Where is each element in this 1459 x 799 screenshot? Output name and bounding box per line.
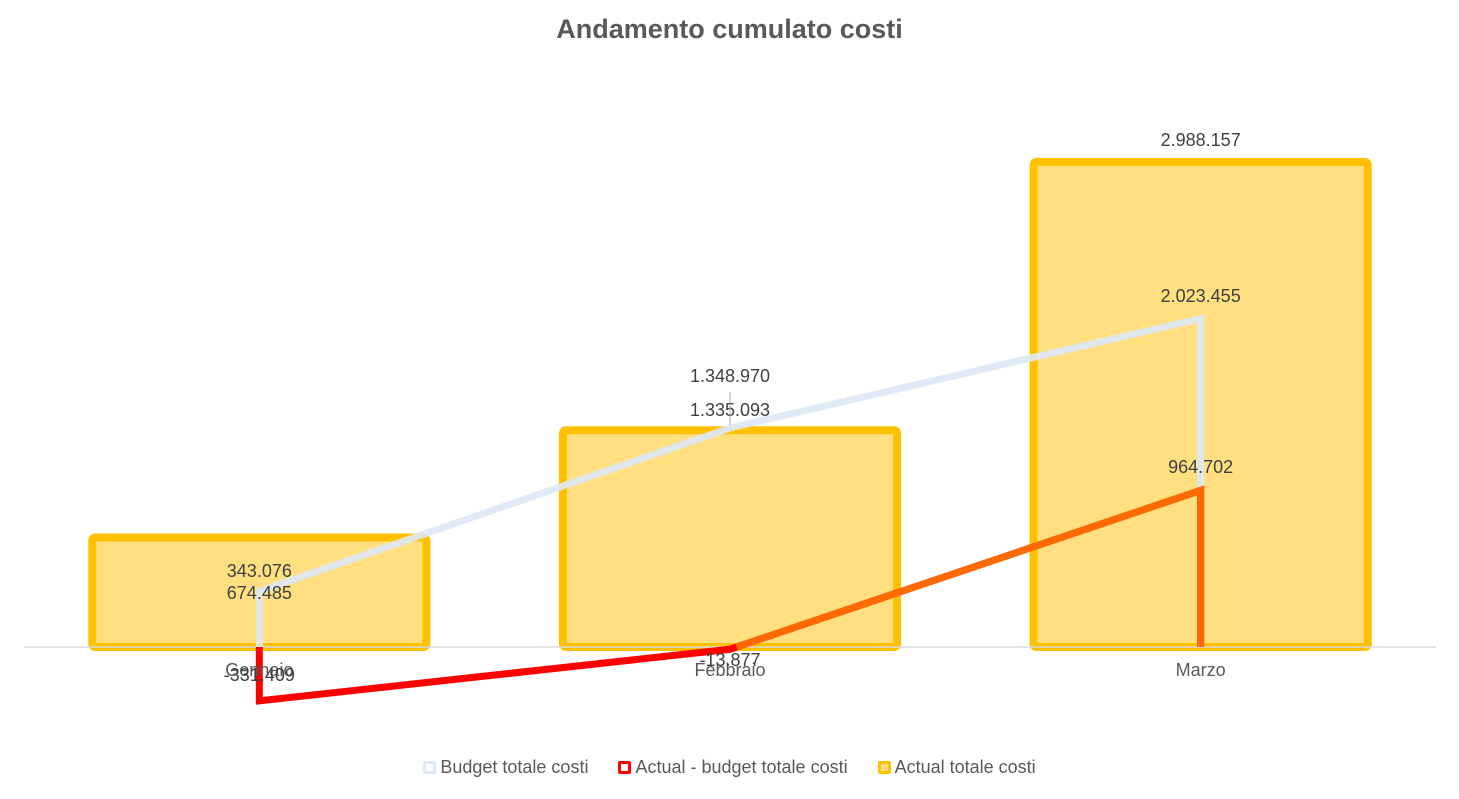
- legend-swatch: [423, 761, 437, 774]
- bar-febbraio: [558, 426, 902, 651]
- bar-value-label: 2.988.157: [1161, 130, 1241, 150]
- budget-totale-costi-line: [255, 314, 1205, 647]
- legend-swatch: [877, 761, 891, 774]
- actual-minus-budget-line-over-bars: [735, 485, 1205, 651]
- x-tick-label-gennaio: Gennaio: [225, 660, 293, 680]
- legend-label: Budget totale costi: [440, 757, 589, 777]
- legend-item: Actual - budget totale costi: [618, 757, 848, 778]
- legend-item: Actual totale costi: [877, 757, 1036, 778]
- budget-value-label: 1.348.970: [690, 366, 770, 386]
- legend-item: Budget totale costi: [423, 757, 588, 778]
- budget-value-label: 2.023.455: [1161, 286, 1241, 306]
- x-tick-label-marzo: Marzo: [1176, 660, 1226, 680]
- legend-label: Actual - budget totale costi: [635, 757, 848, 777]
- diff-value-label: -331.409: [224, 665, 295, 685]
- bar-value-label: 674.485: [227, 583, 292, 603]
- x-tick-label-febbraio: Febbraio: [694, 660, 765, 680]
- budget-value-label: 343.076: [227, 561, 292, 581]
- legend: Budget totale costi Actual - budget total…: [0, 757, 1459, 778]
- chart-title: Andamento cumulato costi: [556, 14, 903, 44]
- legend-label: Actual totale costi: [894, 757, 1036, 777]
- diff-value-label: -13.877: [699, 650, 760, 670]
- legend-swatch: [618, 761, 632, 774]
- diff-value-label: 964.702: [1168, 457, 1233, 477]
